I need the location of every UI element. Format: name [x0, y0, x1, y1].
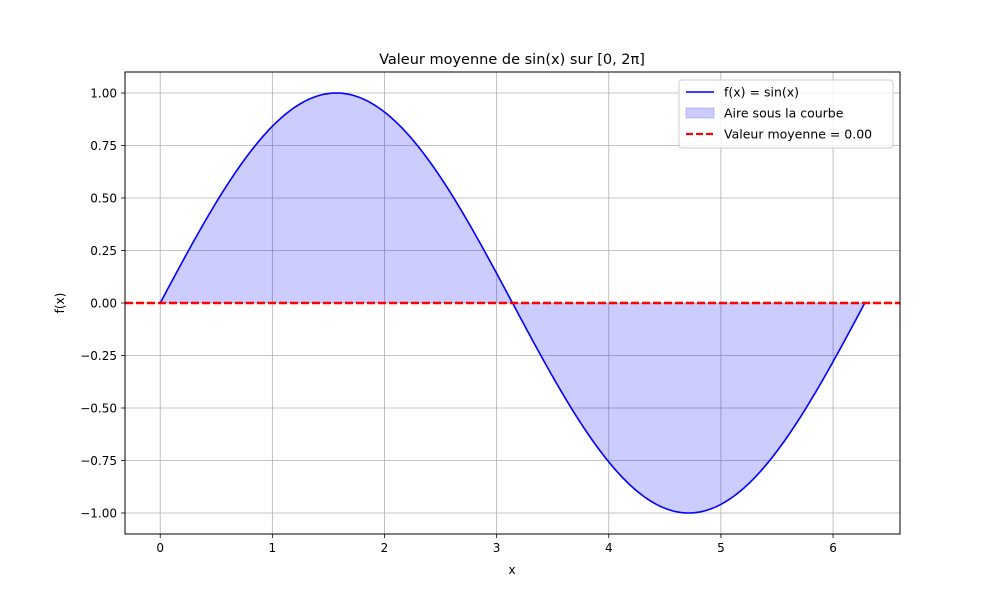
- legend-entry-area: Aire sous la courbe: [724, 106, 844, 121]
- series-layer: [125, 92, 900, 514]
- x-tick-label: 3: [493, 541, 501, 555]
- y-axis-label: f(x): [53, 293, 67, 314]
- y-tick-label: 0.75: [90, 139, 117, 153]
- x-tick-label: 2: [381, 541, 389, 555]
- y-tick-label: 0.25: [90, 244, 117, 258]
- legend-fill-swatch: [685, 107, 715, 119]
- legend: f(x) = sin(x) Aire sous la courbe Valeur…: [678, 79, 894, 149]
- y-tick-label: −0.25: [80, 349, 117, 363]
- y-axis-ticks: 1.00 0.75 0.50 0.25 0.00 −0.25 −0.50 −0.75 −1.00: [80, 86, 125, 520]
- grid-layer: [125, 72, 900, 534]
- y-tick-label: −0.75: [80, 454, 117, 468]
- legend-entry-sine-text: f(x) = sin(x): [724, 85, 799, 100]
- chart-title: Valeur moyenne de sin(x) sur [0, 2π]: [379, 52, 645, 68]
- y-tick-label: 0.00: [90, 296, 117, 310]
- x-axis-ticks: 0 1 2 3 4 5 6: [156, 534, 837, 555]
- x-tick-label: 4: [605, 541, 613, 555]
- x-tick-label: 0: [156, 541, 164, 555]
- x-axis-label: x: [508, 563, 515, 577]
- y-tick-label: 1.00: [90, 86, 117, 100]
- x-tick-label: 5: [717, 541, 725, 555]
- x-tick-label: 1: [269, 541, 277, 555]
- legend-entry-sine: f(x) = sin(x): [724, 85, 799, 100]
- y-tick-label: 0.50: [90, 191, 117, 205]
- legend-entry-mean: Valeur moyenne = 0.00: [724, 127, 872, 142]
- chart-title-text: Valeur moyenne de sin(x) sur [0, 2π]: [379, 52, 645, 68]
- y-tick-label: −1.00: [80, 506, 117, 520]
- y-tick-label: −0.50: [80, 401, 117, 415]
- x-tick-label: 6: [829, 541, 837, 555]
- legend-box: [678, 79, 894, 149]
